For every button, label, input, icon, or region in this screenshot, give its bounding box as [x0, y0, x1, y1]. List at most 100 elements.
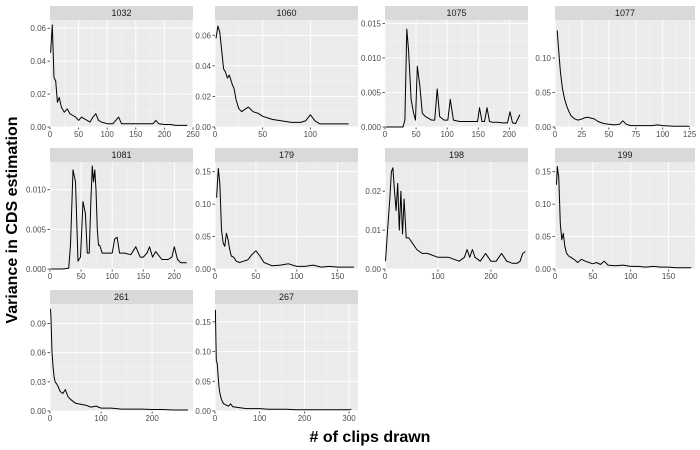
y-tick-label: 0.00 — [535, 265, 551, 274]
x-tick-label: 50 — [412, 130, 421, 139]
x-tick-label: 0 — [48, 272, 53, 281]
facet-strip-label: 199 — [617, 150, 632, 160]
panel-background — [50, 162, 193, 269]
x-tick-label: 25 — [577, 130, 586, 139]
x-tick-label: 100 — [624, 272, 638, 281]
facet-strip — [50, 6, 193, 20]
x-tick-label: 200 — [158, 130, 172, 139]
y-tick-label: 0.010 — [361, 54, 382, 63]
facet-panel-198: 198 0 100 200 0.00 0.01 0.02 — [365, 148, 528, 281]
facet-panel-1075: 1075 0 50 100 150 200 0.000 0.005 0.010 0.015 — [361, 6, 528, 139]
facet-strip-label: 1075 — [446, 8, 466, 18]
x-tick-label: 150 — [129, 130, 143, 139]
panel-background — [385, 162, 528, 269]
x-tick-label: 250 — [186, 130, 200, 139]
facet-panel-261: 261 0 100 200 0.00 0.03 0.06 0.09 — [30, 290, 193, 423]
facet-strip-label: 1077 — [615, 8, 635, 18]
y-tick-label: 0.00 — [195, 407, 211, 416]
facet-strip — [215, 290, 358, 304]
x-tick-label: 100 — [253, 414, 267, 423]
facet-panel-1060: 1060 0 50 100 0.00 0.02 0.04 0.06 — [195, 6, 358, 139]
series-line — [556, 166, 692, 269]
x-tick-label: 150 — [137, 272, 151, 281]
facet-panel-1032: 1032 0 50 100 150 200 250 0.00 0.02 0.04 0.06 — [30, 6, 200, 139]
x-tick-label: 50 — [258, 130, 267, 139]
y-tick-label: 0.005 — [26, 225, 47, 234]
panel-background — [555, 20, 695, 127]
x-tick-label: 50 — [604, 130, 613, 139]
facet-panel-199: 199 0 50 100 150 0.00 0.05 0.10 0.15 — [535, 148, 695, 281]
x-axis-title: # of clips drawn — [310, 429, 431, 446]
x-tick-label: 125 — [683, 130, 697, 139]
y-tick-label: 0.010 — [26, 186, 47, 195]
y-tick-label: 0.00 — [30, 407, 46, 416]
facet-strip-label: 1032 — [111, 8, 131, 18]
x-tick-label: 100 — [94, 414, 108, 423]
panel-background — [50, 304, 193, 411]
x-tick-label: 200 — [484, 272, 498, 281]
series-line — [50, 24, 188, 126]
x-tick-label: 300 — [342, 414, 356, 423]
x-tick-label: 0 — [213, 130, 218, 139]
series-line — [50, 308, 188, 411]
y-tick-label: 0.00 — [535, 123, 551, 132]
y-tick-label: 0.15 — [195, 318, 211, 327]
facet-strip — [385, 148, 528, 162]
x-tick-label: 100 — [656, 130, 670, 139]
y-tick-label: 0.02 — [365, 187, 381, 196]
x-tick-label: 200 — [298, 414, 312, 423]
facet-strip — [50, 290, 193, 304]
facet-strip — [215, 6, 358, 20]
x-tick-label: 75 — [631, 130, 640, 139]
y-tick-label: 0.10 — [195, 200, 211, 209]
series-line — [385, 167, 526, 264]
x-tick-label: 100 — [101, 130, 115, 139]
facet-strip — [50, 148, 193, 162]
x-tick-label: 0 — [213, 414, 218, 423]
x-tick-label: 0 — [48, 414, 53, 423]
y-tick-label: 0.06 — [30, 349, 46, 358]
series-line — [385, 28, 521, 128]
series-line — [50, 165, 187, 270]
y-tick-label: 0.02 — [195, 92, 211, 101]
x-tick-label: 100 — [105, 272, 119, 281]
y-tick-label: 0.00 — [195, 265, 211, 274]
x-tick-label: 100 — [290, 272, 304, 281]
y-tick-label: 0.05 — [195, 233, 211, 242]
x-tick-label: 100 — [431, 272, 445, 281]
facet-panel-267: 267 0 100 200 300 0.00 0.05 0.10 0.15 — [195, 290, 358, 423]
y-tick-label: 0.01 — [365, 226, 381, 235]
y-tick-label: 0.03 — [30, 378, 46, 387]
series-line — [556, 30, 690, 127]
facet-panel-1077: 1077 0 25 50 75 100 125 0.00 0.05 0.10 — [535, 6, 697, 139]
y-tick-label: 0.04 — [195, 62, 211, 71]
x-tick-label: 100 — [440, 130, 454, 139]
y-tick-label: 0.10 — [195, 348, 211, 357]
x-tick-label: 50 — [251, 272, 260, 281]
x-tick-label: 0 — [383, 130, 388, 139]
x-tick-label: 0 — [383, 272, 388, 281]
y-tick-label: 0.05 — [195, 377, 211, 386]
x-tick-label: 50 — [74, 130, 83, 139]
facet-panel-1081: 1081 0 50 100 150 200 0.000 0.005 0.010 — [26, 148, 193, 281]
series-line — [214, 309, 352, 411]
y-tick-label: 0.015 — [361, 19, 382, 28]
facet-strip-label: 267 — [279, 292, 294, 302]
y-tick-label: 0.000 — [361, 123, 382, 132]
y-tick-label: 0.00 — [365, 265, 381, 274]
series-line — [215, 25, 349, 125]
x-tick-label: 200 — [145, 414, 159, 423]
facet-strip-label: 198 — [449, 150, 464, 160]
x-tick-label: 50 — [77, 272, 86, 281]
y-tick-label: 0.00 — [30, 123, 46, 132]
x-tick-label: 0 — [213, 272, 218, 281]
y-tick-label: 0.15 — [535, 168, 551, 177]
y-tick-label: 0.04 — [30, 57, 46, 66]
facet-strip — [385, 6, 528, 20]
y-tick-label: 0.00 — [195, 123, 211, 132]
facet-strip-label: 179 — [279, 150, 294, 160]
panel-background — [385, 20, 528, 127]
x-tick-label: 200 — [503, 130, 517, 139]
